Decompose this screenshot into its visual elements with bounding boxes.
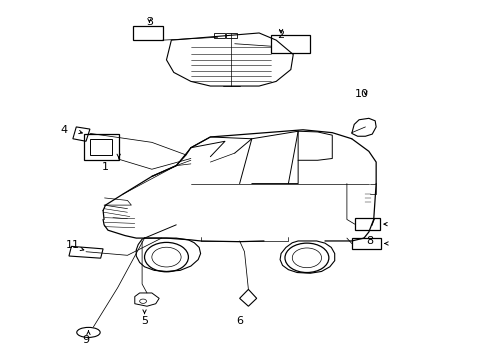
Bar (271, 36, 310, 53)
Text: 11: 11 (66, 239, 80, 249)
Text: 2: 2 (277, 30, 284, 40)
Text: 7: 7 (367, 218, 374, 228)
Bar (351, 238, 380, 249)
Text: 1: 1 (102, 162, 109, 172)
Text: 6: 6 (236, 316, 243, 325)
Text: 8: 8 (366, 236, 373, 246)
Text: 9: 9 (82, 334, 89, 345)
Text: 4: 4 (61, 125, 67, 135)
Bar (133, 26, 162, 40)
Text: 10: 10 (354, 89, 368, 99)
Bar (226, 33, 237, 38)
Text: 5: 5 (141, 316, 148, 325)
Bar (90, 139, 112, 155)
Text: 3: 3 (145, 17, 153, 27)
Bar (214, 33, 224, 38)
Bar (354, 218, 379, 230)
Bar (83, 134, 119, 160)
